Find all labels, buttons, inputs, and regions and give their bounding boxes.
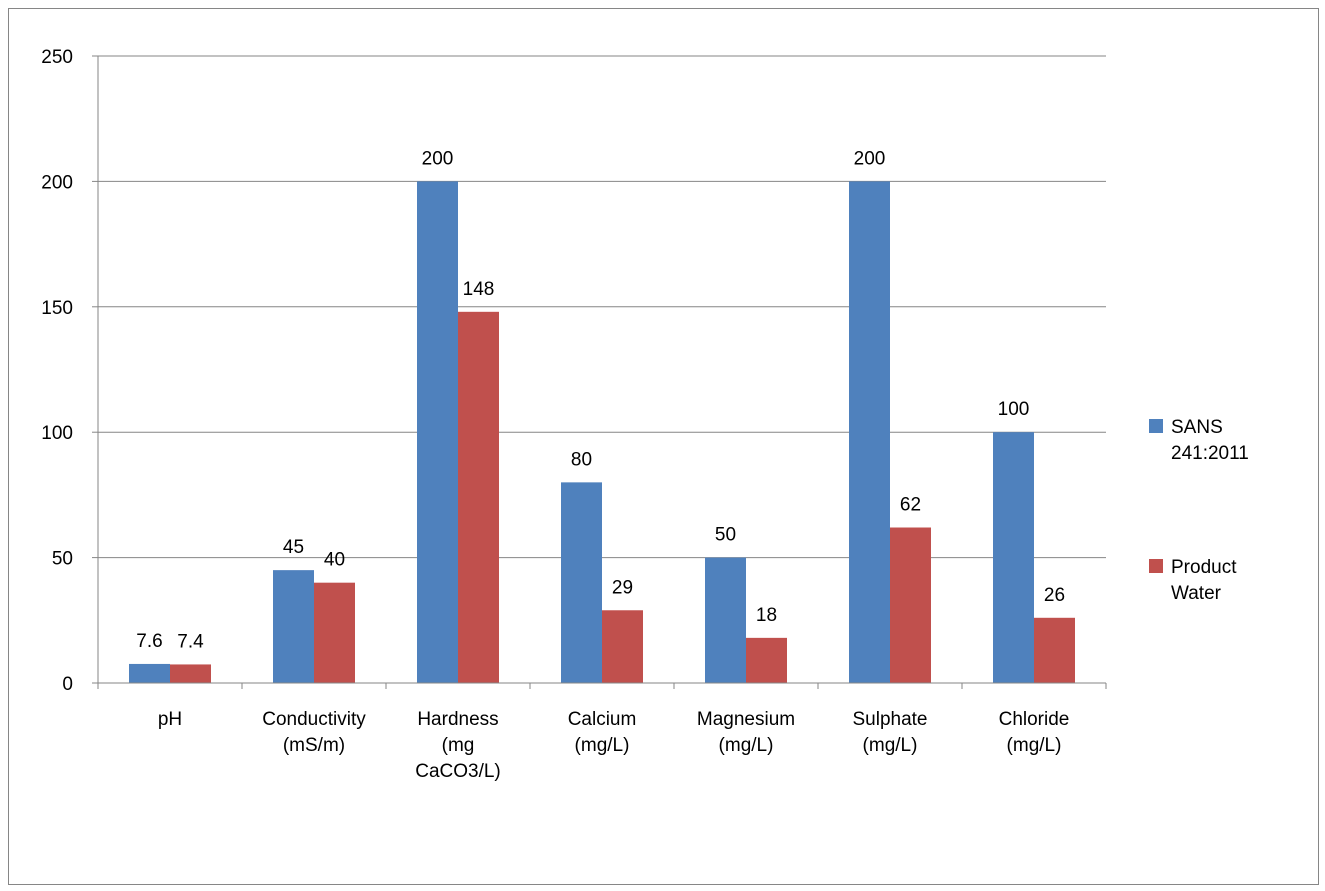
bar-sans — [849, 181, 890, 683]
data-label: 200 — [854, 148, 886, 169]
data-label: 62 — [900, 495, 921, 516]
y-tick-label: 200 — [41, 172, 73, 193]
x-tick-label-line: (mg — [442, 735, 475, 756]
y-tick-label: 250 — [41, 47, 73, 68]
legend-swatch — [1149, 559, 1163, 573]
bar-sans — [129, 663, 170, 683]
bar-sans — [561, 482, 602, 683]
y-tick-label: 50 — [52, 549, 73, 570]
data-label: 45 — [283, 537, 304, 558]
data-label: 7.6 — [136, 631, 162, 652]
x-tick-label-line: (mg/L) — [1007, 735, 1062, 756]
legend-label-line: SANS — [1171, 417, 1223, 438]
legend-label-line: Water — [1171, 583, 1222, 604]
y-tick-label: 150 — [41, 298, 73, 319]
data-label: 18 — [756, 605, 777, 626]
bar-sans — [417, 181, 458, 683]
x-tick-label: Sulphate (mg/L) — [852, 709, 927, 756]
bar-product-water — [1034, 617, 1075, 683]
x-tick-label: pH — [158, 709, 182, 730]
x-tick-label: Magnesium (mg/L) — [697, 709, 795, 756]
bar-product-water — [890, 527, 931, 683]
data-label: 29 — [612, 577, 633, 598]
legend-label: Product Water — [1171, 557, 1237, 604]
axes: 0 50 100 150 200 250 pH Conductivity (mS/m) Hardn… — [41, 47, 1107, 782]
bars — [129, 181, 1075, 683]
legend-label-line: Product — [1171, 557, 1237, 578]
x-tick-label-line: Conductivity — [262, 709, 366, 730]
x-tick-label-line: Hardness — [417, 709, 498, 730]
x-tick-label-line: Magnesium — [697, 709, 795, 730]
gridlines — [98, 55, 1106, 559]
x-tick-label-line: (mg/L) — [863, 735, 918, 756]
chart-frame — [8, 8, 1319, 885]
bar-product-water — [314, 582, 355, 683]
x-tick-label-line: Chloride — [999, 709, 1070, 730]
data-label: 7.4 — [177, 631, 204, 652]
x-tick-label: Conductivity (mS/m) — [262, 709, 366, 756]
x-tick-label-line: CaCO3/L) — [415, 761, 501, 782]
x-tick-label: Calcium (mg/L) — [568, 709, 637, 756]
x-tick-label-line: (mS/m) — [283, 735, 345, 756]
x-tick-label: Chloride (mg/L) — [999, 709, 1070, 756]
x-tick-label-line: (mg/L) — [575, 735, 630, 756]
bar-sans — [273, 570, 314, 683]
bar-product-water — [746, 637, 787, 683]
x-tick-label-line: Calcium — [568, 709, 637, 730]
data-labels: 7.6 7.4 45 40 200 148 80 29 50 18 200 62 100 26 — [136, 148, 1065, 652]
data-label: 148 — [463, 279, 495, 300]
data-label: 26 — [1044, 585, 1065, 606]
x-tick-label-line: pH — [158, 709, 182, 730]
y-tick-label: 0 — [62, 674, 73, 695]
bar-product-water — [458, 311, 499, 683]
x-tick-label: Hardness (mg CaCO3/L) — [415, 709, 501, 782]
x-tick-label-line: Sulphate — [852, 709, 927, 730]
bar-product-water — [602, 610, 643, 683]
data-label: 100 — [998, 399, 1030, 420]
bar-product-water — [170, 664, 211, 683]
y-tick-label: 100 — [41, 423, 73, 444]
x-tick-label-line: (mg/L) — [719, 735, 774, 756]
bar-sans — [705, 557, 746, 683]
legend-swatch — [1149, 419, 1163, 433]
data-label: 200 — [422, 148, 454, 169]
legend-label-line: 241:2011 — [1171, 443, 1249, 464]
legend-label: SANS 241:2011 — [1171, 417, 1249, 464]
data-label: 50 — [715, 525, 736, 546]
data-label: 40 — [324, 550, 345, 571]
bar-sans — [993, 432, 1034, 683]
legend: SANS 241:2011 Product Water — [1149, 417, 1249, 604]
data-label: 80 — [571, 449, 592, 470]
